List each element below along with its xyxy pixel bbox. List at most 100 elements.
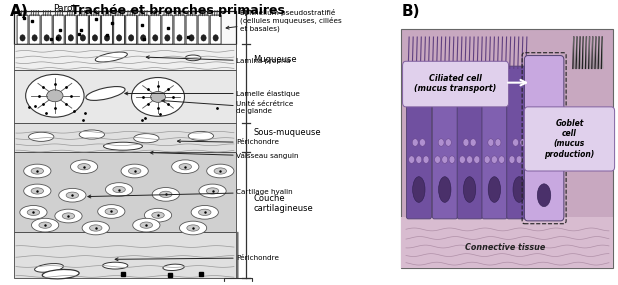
Ellipse shape — [113, 186, 125, 193]
Ellipse shape — [39, 222, 51, 228]
Circle shape — [491, 156, 497, 163]
Ellipse shape — [145, 208, 172, 222]
Circle shape — [520, 139, 526, 146]
FancyBboxPatch shape — [186, 15, 197, 44]
Ellipse shape — [20, 205, 47, 219]
Bar — [14, 70, 236, 123]
Ellipse shape — [191, 205, 218, 219]
Ellipse shape — [187, 225, 199, 231]
Circle shape — [523, 156, 530, 163]
FancyBboxPatch shape — [29, 15, 40, 44]
Ellipse shape — [159, 191, 172, 198]
Text: Trachée et bronches primaires: Trachée et bronches primaires — [70, 4, 284, 17]
FancyBboxPatch shape — [457, 66, 482, 219]
Ellipse shape — [90, 225, 102, 231]
Ellipse shape — [20, 35, 25, 41]
Ellipse shape — [86, 87, 125, 100]
Ellipse shape — [141, 35, 146, 41]
Ellipse shape — [189, 35, 194, 41]
Ellipse shape — [177, 35, 182, 41]
Ellipse shape — [185, 55, 201, 61]
Bar — [402, 28, 614, 268]
Circle shape — [509, 156, 515, 163]
Ellipse shape — [27, 209, 40, 215]
Ellipse shape — [23, 164, 51, 178]
FancyBboxPatch shape — [482, 66, 507, 219]
Ellipse shape — [32, 35, 37, 41]
Ellipse shape — [201, 35, 206, 41]
Circle shape — [446, 139, 451, 146]
Ellipse shape — [163, 264, 184, 270]
Bar — [14, 123, 236, 152]
Circle shape — [132, 78, 185, 116]
Circle shape — [26, 74, 84, 117]
Text: Connective tissue: Connective tissue — [465, 243, 545, 253]
Circle shape — [420, 139, 425, 146]
Ellipse shape — [44, 35, 49, 41]
Text: Périchondre: Périchondre — [115, 255, 279, 261]
Circle shape — [528, 130, 536, 141]
Ellipse shape — [98, 205, 125, 218]
Circle shape — [434, 156, 441, 163]
Ellipse shape — [133, 134, 159, 143]
Bar — [14, 44, 236, 70]
Circle shape — [528, 149, 536, 159]
Text: Ciliated cell
(mucus transport): Ciliated cell (mucus transport) — [415, 74, 497, 93]
Text: Épithélium pseudostratifié
(cellules muqueuses, ciliées
et basales): Épithélium pseudostratifié (cellules muq… — [226, 8, 342, 32]
Circle shape — [470, 139, 476, 146]
Ellipse shape — [439, 177, 451, 202]
Circle shape — [408, 156, 415, 163]
Ellipse shape — [62, 213, 75, 219]
Ellipse shape — [80, 35, 85, 41]
Ellipse shape — [106, 183, 133, 196]
Ellipse shape — [121, 164, 148, 178]
Ellipse shape — [66, 192, 78, 198]
Circle shape — [488, 139, 494, 146]
Ellipse shape — [59, 188, 86, 202]
Ellipse shape — [206, 188, 219, 194]
Ellipse shape — [42, 270, 79, 279]
Ellipse shape — [117, 35, 122, 41]
Ellipse shape — [129, 35, 133, 41]
FancyBboxPatch shape — [210, 15, 221, 44]
FancyBboxPatch shape — [138, 15, 149, 44]
Ellipse shape — [129, 168, 141, 174]
Ellipse shape — [537, 184, 551, 207]
Ellipse shape — [179, 164, 192, 170]
Circle shape — [47, 90, 63, 102]
Ellipse shape — [188, 131, 213, 141]
Circle shape — [416, 156, 421, 163]
FancyBboxPatch shape — [53, 15, 64, 44]
Bar — [14, 11, 236, 44]
Ellipse shape — [165, 35, 170, 41]
Circle shape — [495, 139, 501, 146]
Ellipse shape — [513, 177, 525, 202]
Ellipse shape — [56, 35, 61, 41]
Text: Couche
cartilagineuse: Couche cartilagineuse — [253, 194, 313, 213]
Ellipse shape — [32, 218, 59, 232]
Text: Lamelle élastique: Lamelle élastique — [125, 90, 300, 97]
FancyBboxPatch shape — [90, 15, 100, 44]
Ellipse shape — [213, 35, 218, 41]
Circle shape — [151, 91, 166, 102]
Ellipse shape — [104, 35, 109, 41]
Circle shape — [412, 139, 418, 146]
Circle shape — [474, 156, 480, 163]
Ellipse shape — [198, 209, 211, 215]
Ellipse shape — [103, 262, 128, 269]
Text: Sous-muqueuse: Sous-muqueuse — [253, 128, 321, 137]
Ellipse shape — [28, 132, 54, 141]
FancyBboxPatch shape — [41, 15, 52, 44]
Ellipse shape — [70, 160, 98, 174]
Text: Périchondre: Périchondre — [177, 139, 279, 146]
FancyBboxPatch shape — [114, 15, 125, 44]
Text: Muqueuse: Muqueuse — [253, 55, 297, 64]
FancyBboxPatch shape — [125, 15, 137, 44]
Circle shape — [463, 139, 469, 146]
FancyBboxPatch shape — [162, 15, 173, 44]
Circle shape — [546, 130, 554, 141]
Ellipse shape — [179, 221, 206, 235]
Circle shape — [442, 156, 447, 163]
FancyBboxPatch shape — [101, 15, 112, 44]
Ellipse shape — [92, 35, 98, 41]
